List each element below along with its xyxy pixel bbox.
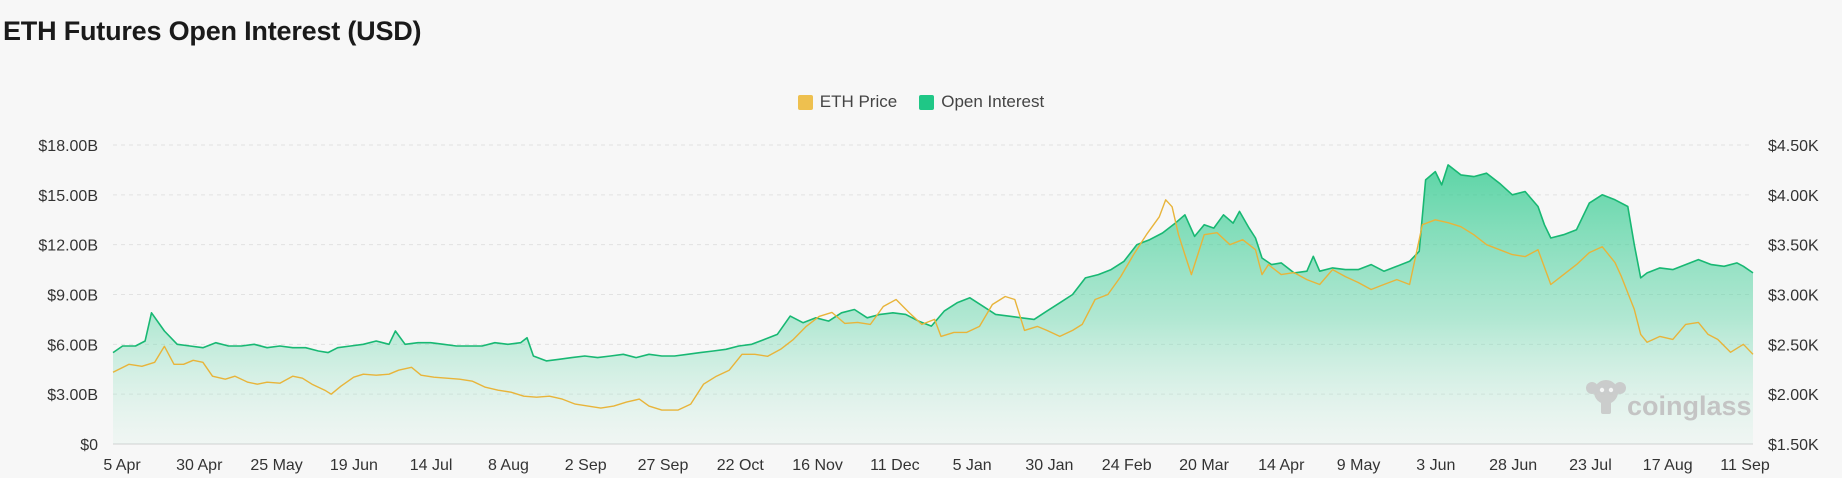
x-tick-label: 23 Jul (1569, 457, 1612, 474)
y-right-tick-label: $3.00K (1768, 288, 1819, 305)
axes: $0 $1.50K $3.00B $2.00K $6.00B $2.50K $9.00B $3… (38, 138, 1819, 474)
x-tick-label: 17 Aug (1643, 457, 1693, 474)
coinglass-logo-icon (1586, 380, 1626, 414)
eth-price-series (112, 199, 1754, 411)
y-right-tick-label: $4.50K (1768, 138, 1819, 155)
open-interest-series (112, 164, 1754, 444)
y-left-tick-label: $9.00B (47, 288, 98, 305)
y-right-tick-label: $4.00K (1768, 188, 1819, 205)
legend-swatch-eth-price (797, 94, 813, 110)
x-tick-label: 11 Sep (1720, 457, 1770, 474)
x-tick-label: 30 Jan (1025, 457, 1073, 474)
eth-price-line (112, 199, 1754, 411)
x-tick-label: 8 Aug (488, 457, 529, 474)
coinglass-watermark: coinglass (1586, 380, 1752, 421)
x-tick-label: 2 Sep (565, 457, 607, 474)
coinglass-watermark-text: coinglass (1627, 391, 1752, 421)
x-tick-label: 27 Sep (638, 457, 689, 474)
x-tick-label: 19 Jun (330, 457, 378, 474)
x-tick-label: 16 Nov (792, 457, 843, 474)
open-interest-line (112, 164, 1754, 362)
legend-item-eth-price[interactable]: ETH Price (797, 92, 898, 112)
y-left-tick-label: $15.00B (38, 188, 98, 205)
y-left-tick-label: $0 (80, 437, 98, 454)
x-tick-label: 22 Oct (717, 457, 765, 474)
x-tick-label: 20 Mar (1179, 457, 1229, 474)
x-tick-label: 25 May (250, 457, 302, 474)
y-right-tick-label: $1.50K (1768, 437, 1819, 454)
x-tick-label: 30 Apr (176, 457, 223, 474)
x-tick-label: 11 Dec (870, 457, 920, 474)
legend-item-open-interest[interactable]: Open Interest (919, 92, 1044, 112)
open-interest-area (113, 164, 1753, 444)
y-right-tick-label: $3.50K (1768, 238, 1819, 255)
x-tick-label: 9 May (1337, 457, 1381, 474)
legend-label-open-interest: Open Interest (941, 92, 1045, 111)
x-tick-label: 14 Apr (1258, 457, 1305, 474)
legend-label-eth-price: ETH Price (819, 92, 898, 111)
y-left-tick-label: $3.00B (47, 387, 98, 404)
x-tick-label: 3 Jun (1416, 457, 1455, 474)
y-left-tick-label: $6.00B (47, 337, 98, 354)
chart-legend: ETH Price Open Interest (0, 92, 1842, 112)
y-right-tick-label: $2.00K (1768, 387, 1819, 404)
chart-title: ETH Futures Open Interest (USD) (3, 16, 422, 46)
x-tick-label: 5 Apr (103, 457, 141, 474)
y-left-tick-label: $18.00B (38, 138, 98, 155)
x-tick-label: 14 Jul (410, 457, 453, 474)
x-tick-label: 24 Feb (1102, 457, 1152, 474)
x-tick-label: 28 Jun (1489, 457, 1537, 474)
legend-swatch-open-interest (919, 94, 935, 110)
x-tick-label: 5 Jan (953, 457, 992, 474)
y-right-tick-label: $2.50K (1768, 337, 1819, 354)
y-left-tick-label: $12.00B (38, 238, 98, 255)
